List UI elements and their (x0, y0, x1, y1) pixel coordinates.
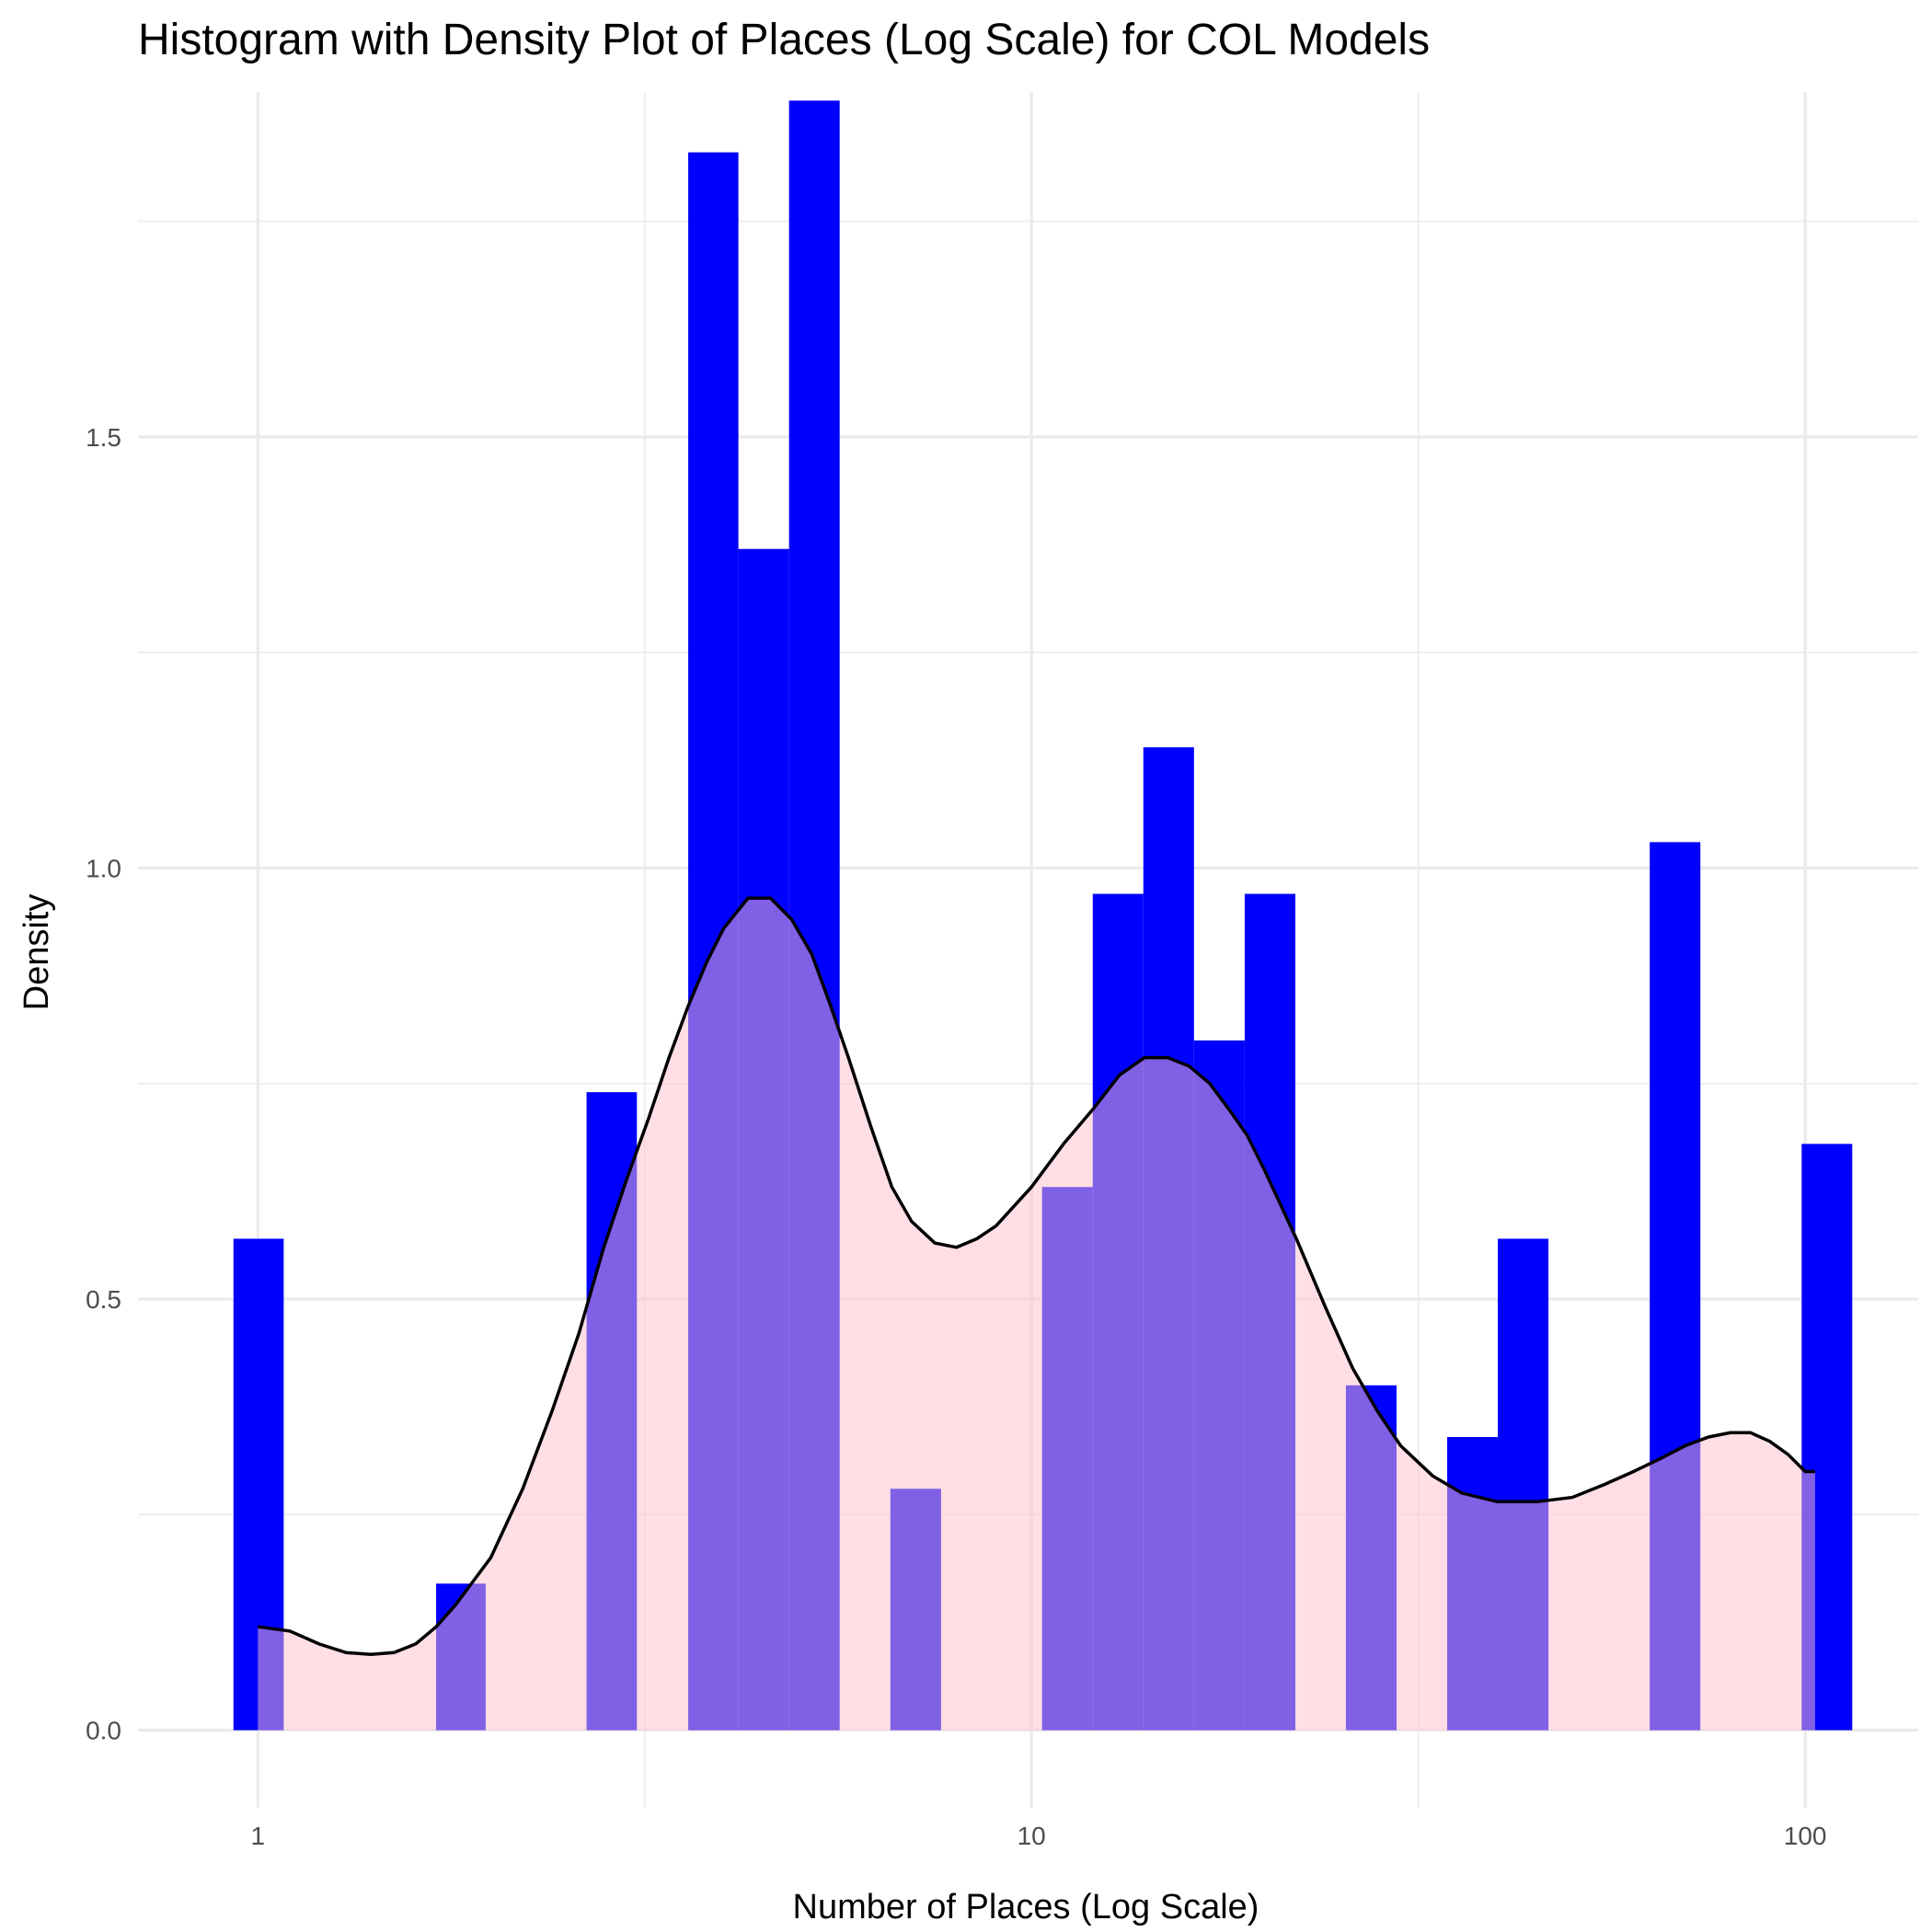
y-axis-title: Density (17, 894, 56, 1011)
density-curve-layer (258, 896, 1815, 1731)
y-tick-label: 1.5 (86, 423, 121, 452)
axis-ticks: 0.0 0.5 1.0 1.5 1 10 100 (86, 423, 1826, 1850)
y-tick-label: 0.5 (86, 1285, 121, 1314)
y-tick-label: 1.0 (86, 854, 121, 882)
chart-title: Histogram with Density Plot of Places (L… (138, 16, 1431, 64)
density-line (258, 896, 1815, 1656)
y-tick-label: 0.0 (86, 1717, 121, 1745)
density-area (258, 898, 1815, 1731)
x-tick-label: 1 (250, 1822, 265, 1850)
x-axis-title: Number of Places (Log Scale) (793, 1888, 1259, 1926)
x-tick-label: 100 (1784, 1822, 1827, 1850)
x-tick-label: 10 (1018, 1822, 1046, 1850)
